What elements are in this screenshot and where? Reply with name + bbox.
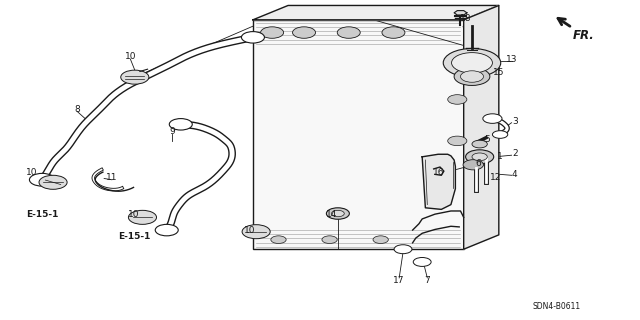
Circle shape [413, 258, 431, 267]
Circle shape [292, 27, 316, 38]
Circle shape [463, 160, 483, 170]
Circle shape [452, 52, 492, 73]
Text: 4: 4 [512, 170, 518, 179]
Circle shape [39, 175, 67, 189]
Circle shape [241, 32, 264, 43]
Circle shape [394, 245, 412, 254]
Circle shape [483, 114, 502, 123]
Text: E-15-1: E-15-1 [26, 210, 58, 219]
Circle shape [492, 131, 508, 138]
Circle shape [472, 153, 487, 161]
Circle shape [382, 27, 405, 38]
Circle shape [260, 27, 284, 38]
Circle shape [121, 70, 149, 84]
Circle shape [129, 210, 157, 224]
Circle shape [448, 136, 467, 146]
Circle shape [373, 236, 388, 244]
Text: 10: 10 [244, 226, 255, 235]
Polygon shape [253, 5, 499, 20]
Text: 10: 10 [128, 210, 140, 219]
Polygon shape [454, 11, 467, 15]
Text: 5: 5 [484, 135, 490, 144]
Circle shape [322, 236, 337, 244]
Text: 6: 6 [476, 159, 481, 168]
Text: 15: 15 [493, 68, 504, 77]
Text: 17: 17 [394, 276, 405, 285]
Circle shape [242, 225, 270, 239]
Text: SDN4-B0611: SDN4-B0611 [532, 302, 580, 311]
Circle shape [332, 210, 344, 217]
Text: 16: 16 [433, 168, 445, 177]
Polygon shape [422, 154, 456, 209]
Circle shape [472, 140, 487, 148]
Circle shape [448, 53, 467, 63]
Circle shape [156, 224, 178, 236]
Text: 18: 18 [460, 14, 471, 23]
Text: 3: 3 [512, 117, 518, 126]
Circle shape [29, 173, 55, 186]
Text: 10: 10 [125, 52, 136, 61]
Circle shape [461, 71, 483, 82]
Text: 8: 8 [74, 105, 80, 114]
Bar [253, 20, 464, 249]
Text: 12: 12 [490, 173, 501, 182]
Text: 9: 9 [169, 127, 175, 136]
Circle shape [337, 27, 360, 38]
Circle shape [466, 150, 493, 164]
Text: FR.: FR. [572, 29, 594, 42]
Circle shape [271, 236, 286, 244]
Circle shape [448, 95, 467, 104]
Text: 1: 1 [497, 152, 503, 161]
Text: 7: 7 [424, 276, 430, 285]
Circle shape [326, 208, 349, 219]
Text: E-15-1: E-15-1 [118, 232, 151, 241]
Polygon shape [464, 5, 499, 249]
Text: 13: 13 [506, 55, 517, 64]
Circle shape [454, 68, 490, 85]
Text: 11: 11 [106, 173, 118, 182]
Text: 14: 14 [326, 210, 337, 219]
Circle shape [170, 119, 192, 130]
Text: 10: 10 [26, 168, 37, 177]
Circle shape [444, 49, 500, 77]
Text: 2: 2 [512, 149, 518, 158]
